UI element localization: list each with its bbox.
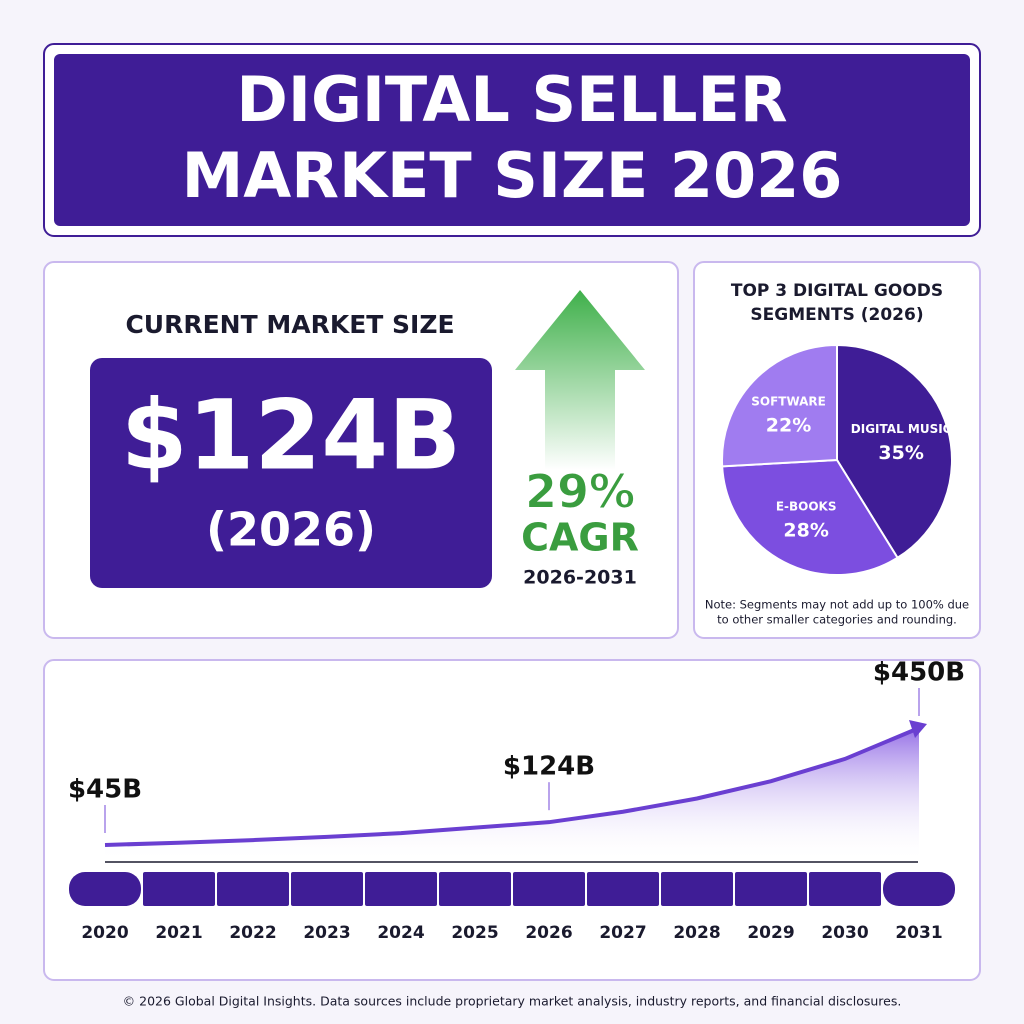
timeline-segment — [809, 872, 881, 906]
year-label: 2028 — [673, 923, 720, 943]
pie-title: SEGMENTS (2026) — [750, 305, 923, 325]
year-label: 2024 — [377, 923, 424, 943]
value-label: $450B — [873, 658, 965, 688]
pie-slice — [721, 458, 899, 576]
pie-slice — [721, 343, 838, 468]
current-label: CURRENT MARKET SIZE — [125, 310, 454, 339]
growth-label: CAGR — [521, 516, 639, 560]
timeline-segment — [661, 872, 733, 906]
title: MARKET SIZE 2026 — [182, 139, 843, 212]
year-label: 2030 — [821, 923, 868, 943]
timeline-segment — [69, 872, 141, 906]
year-label: 2023 — [303, 923, 350, 943]
timeline-segment — [513, 872, 585, 906]
slice-value: 22% — [766, 415, 811, 437]
growth: 29% — [525, 465, 635, 519]
timeline-segment — [217, 872, 289, 906]
value-label: $124B — [503, 752, 595, 782]
timeline-segment — [439, 872, 511, 906]
slice-value: 35% — [878, 442, 923, 464]
slice-value: 28% — [783, 520, 828, 542]
timeline-segment — [883, 872, 955, 906]
title-box — [54, 54, 970, 226]
footer: © 2026 Global Digital Insights. Data sou… — [123, 994, 902, 1009]
timeline-segment — [587, 872, 659, 906]
pie-note: Note: Segments may not add up to 100% du… — [705, 598, 969, 612]
pie: DIGITAL MUSIC 35% E-BOOKS 28% SOFTWARE 22% — [721, 343, 953, 576]
year-label: 2027 — [599, 923, 646, 943]
year-label: 2026 — [525, 923, 572, 943]
growth-area — [105, 728, 919, 862]
year-label: 2031 — [895, 923, 942, 943]
current-year: (2026) — [206, 503, 376, 557]
arrow-head — [909, 720, 927, 738]
slice-label: SOFTWARE — [751, 395, 826, 409]
period: 2026-2031 — [523, 567, 637, 589]
timeline-segment — [365, 872, 437, 906]
timeline: 2020 2021 2022 2023 2024 2025 2026 2027 2028 2029… — [68, 658, 965, 944]
pie-note: to other smaller categories and rounding… — [717, 613, 957, 627]
timeline-segment — [735, 872, 807, 906]
current-value: $124B — [121, 379, 461, 491]
growth-arrow — [515, 290, 645, 470]
growth-line — [104, 726, 920, 847]
year-label: 2022 — [229, 923, 276, 943]
current-box — [90, 358, 492, 588]
value-label: $45B — [68, 775, 142, 805]
year-label: 2025 — [451, 923, 498, 943]
slice-label: E-BOOKS — [776, 500, 837, 514]
title: DIGITAL SELLER — [236, 63, 787, 136]
year-label: 2029 — [747, 923, 794, 943]
year-label: 2020 — [81, 923, 128, 943]
timeline-segment — [291, 872, 363, 906]
timeline-segment — [143, 872, 215, 906]
pie-title: TOP 3 DIGITAL GOODS — [731, 281, 943, 301]
slice-label: DIGITAL MUSIC — [851, 422, 952, 436]
year-label: 2021 — [155, 923, 202, 943]
